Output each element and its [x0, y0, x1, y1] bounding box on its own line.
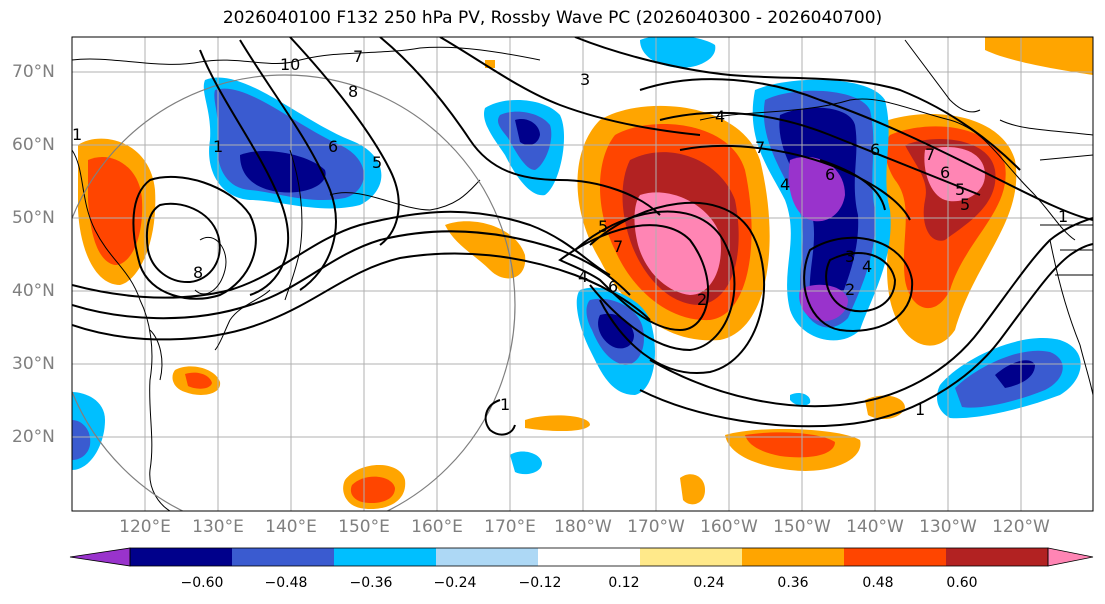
contour-label: 3: [845, 247, 855, 266]
colorbar-tick: −0.36: [349, 575, 393, 591]
contour-label: 8: [193, 263, 203, 282]
contour-label: 5: [960, 195, 970, 214]
contour-labels: 10 8 7 6 5 4 3 2 1 1 1 1 6 7 5 4 6 4 3 2…: [72, 47, 1068, 419]
lon-label: 170°W: [627, 517, 685, 537]
contour-label: 6: [608, 277, 618, 296]
contour-label: 6: [825, 165, 835, 184]
colorbar-tick: 0.60: [946, 575, 978, 591]
lon-label: 140°E: [265, 517, 317, 537]
colorbar-tick: −0.24: [433, 575, 477, 591]
colorbar-tick: 0.12: [608, 575, 640, 591]
lon-label: 150°E: [338, 517, 390, 537]
contour-label: 1: [1058, 207, 1068, 226]
lon-label: 130°E: [192, 517, 244, 537]
colorbar-tick: −0.12: [518, 575, 562, 591]
contour-label: 1: [72, 125, 82, 144]
contour-label: 1: [213, 137, 223, 156]
lon-label: 180°W: [554, 517, 612, 537]
contour-label: 7: [755, 138, 765, 157]
contour-label: 7: [353, 47, 363, 66]
lon-label: 170°E: [484, 517, 536, 537]
lon-label: 140°W: [846, 517, 904, 537]
contour-label: 1: [500, 395, 510, 414]
lon-label: 120°E: [119, 517, 171, 537]
contour-label: 4: [862, 257, 872, 276]
pc-contours: [72, 37, 1093, 436]
contour-label: 2: [697, 290, 707, 309]
lat-label: 20°N: [12, 427, 55, 447]
contour-label: 4: [578, 267, 588, 286]
contour-label: 6: [870, 140, 880, 159]
colorbar-tick: −0.48: [264, 575, 308, 591]
contour-label: 4: [780, 175, 790, 194]
colorbar-tick: 0.36: [777, 575, 809, 591]
contour-label: 2: [845, 280, 855, 299]
contour-label: 4: [715, 107, 725, 126]
lon-label: 150°W: [773, 517, 831, 537]
contour-label: 5: [598, 217, 608, 236]
map-frame: [71, 36, 1094, 512]
contour-label: 6: [328, 137, 338, 156]
contour-label: 7: [613, 237, 623, 256]
lat-label: 60°N: [12, 135, 55, 155]
contour-label: 7: [925, 145, 935, 164]
contour-label: 3: [580, 70, 590, 89]
colorbar-tick: −0.60: [180, 575, 224, 591]
contour-label: 5: [372, 153, 382, 172]
contour-label: 6: [940, 163, 950, 182]
lon-label: 130°W: [919, 517, 977, 537]
lon-label: 120°W: [992, 517, 1050, 537]
contour-label: 5: [955, 180, 965, 199]
contour-label: 10: [280, 55, 300, 74]
lat-label: 40°N: [12, 281, 55, 301]
colorbar-tick: 0.48: [862, 575, 894, 591]
contour-label: 1: [915, 400, 925, 419]
analysis-circle: [72, 74, 516, 511]
colorbar-tick: 0.24: [693, 575, 725, 591]
map-title: 2026040100 F132 250 hPa PV, Rossby Wave …: [222, 8, 883, 28]
lat-label: 70°N: [12, 62, 55, 82]
lat-label: 50°N: [12, 208, 55, 228]
lon-label: 160°E: [411, 517, 463, 537]
contour-label: 8: [348, 82, 358, 101]
lat-label: 30°N: [12, 354, 55, 374]
lon-label: 160°W: [700, 517, 758, 537]
